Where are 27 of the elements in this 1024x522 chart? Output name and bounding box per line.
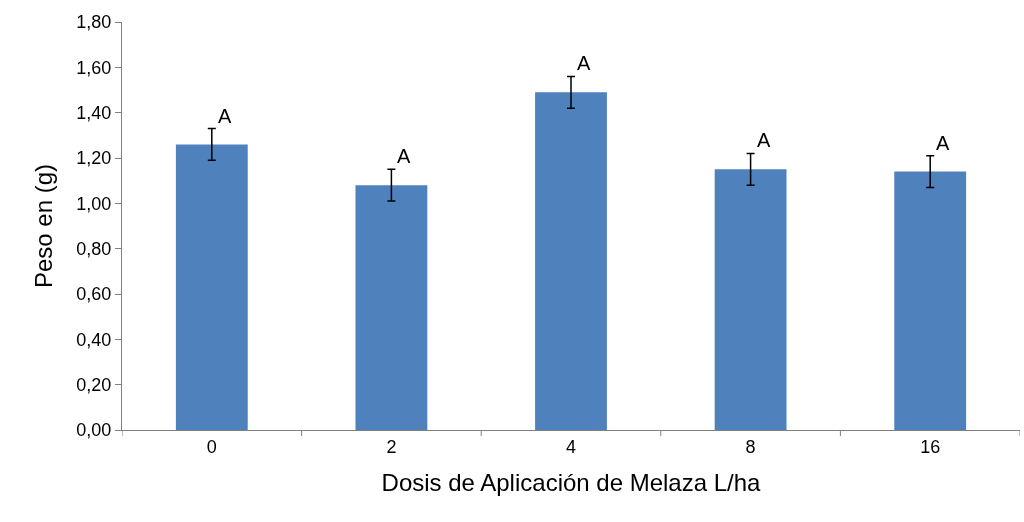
y-tick-label: 0,40 bbox=[76, 329, 112, 350]
x-tick-label: 0 bbox=[206, 436, 217, 457]
x-tick-label: 16 bbox=[920, 436, 941, 457]
bar bbox=[714, 169, 787, 430]
y-tick-label: 0,20 bbox=[76, 374, 112, 395]
bar bbox=[894, 171, 967, 430]
annotation: A bbox=[218, 105, 232, 127]
y-tick-label: 0,00 bbox=[76, 420, 112, 441]
annotation: A bbox=[936, 132, 950, 154]
y-axis-title: Peso en (g) bbox=[30, 163, 58, 289]
annotation: A bbox=[757, 129, 771, 151]
x-axis-title: Dosis de Aplicación de Melaza L/ha bbox=[381, 468, 762, 496]
y-tick-label: 1,20 bbox=[76, 148, 112, 169]
y-tick-label: 0,80 bbox=[76, 238, 112, 259]
annotation: A bbox=[577, 52, 591, 74]
bar bbox=[355, 185, 428, 430]
y-tick-label: 1,40 bbox=[76, 102, 112, 123]
y-tick-label: 1,00 bbox=[76, 193, 112, 214]
y-tick-label: 1,80 bbox=[76, 12, 112, 33]
y-tick-label: 1,60 bbox=[76, 57, 112, 78]
x-tick-label: 2 bbox=[386, 436, 397, 457]
x-tick-label: 8 bbox=[745, 436, 756, 457]
x-tick-label: 4 bbox=[565, 436, 577, 457]
bar bbox=[175, 144, 248, 430]
annotation: A bbox=[397, 145, 411, 167]
y-tick-label: 0,60 bbox=[76, 284, 112, 305]
bar bbox=[535, 92, 607, 430]
